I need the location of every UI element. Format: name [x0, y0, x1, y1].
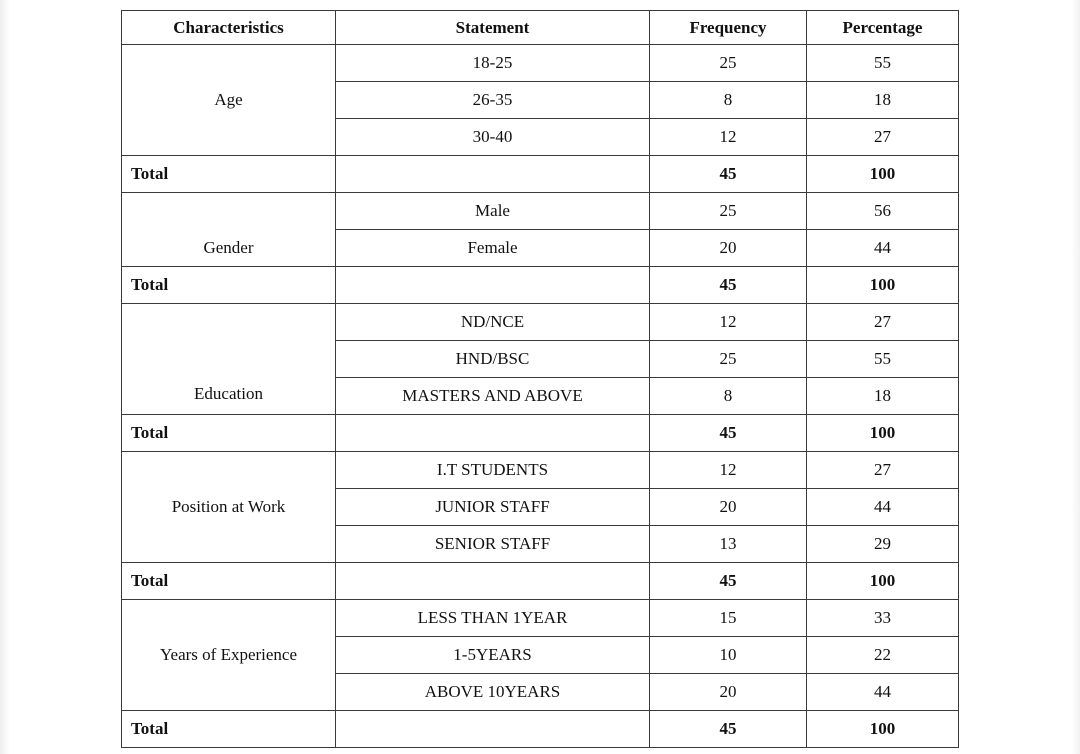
statement-cell: Male [335, 192, 650, 230]
statement-cell-empty [335, 155, 650, 193]
statement-cell: 1-5YEARS [335, 636, 650, 674]
statement-cell: 26-35 [335, 81, 650, 119]
total-label-cell: Total [121, 414, 336, 452]
characteristic-cell-gender: Gender [121, 192, 336, 267]
table-row: Age 18-25 25 55 [121, 44, 959, 156]
total-label-cell: Total [121, 266, 336, 304]
total-label-cell: Total [121, 710, 336, 748]
percentage-cell: 27 [806, 303, 959, 341]
statement-cell: JUNIOR STAFF [335, 488, 650, 526]
page-left-edge [0, 0, 10, 754]
statement-cell: 18-25 [335, 44, 650, 82]
total-percentage-cell: 100 [806, 155, 959, 193]
total-percentage-cell: 100 [806, 562, 959, 600]
percentage-cell: 33 [806, 599, 959, 637]
frequency-cell: 13 [649, 525, 807, 563]
percentage-cell: 29 [806, 525, 959, 563]
total-row: Total 45 100 [121, 155, 959, 193]
percentage-cell: 27 [806, 451, 959, 489]
frequency-cell: 15 [649, 599, 807, 637]
total-row: Total 45 100 [121, 710, 959, 748]
total-frequency-cell: 45 [649, 414, 807, 452]
total-frequency-cell: 45 [649, 266, 807, 304]
statement-cell: LESS THAN 1YEAR [335, 599, 650, 637]
percentage-cell: 44 [806, 673, 959, 711]
col-header-characteristics: Characteristics [121, 10, 336, 45]
frequency-cell: 25 [649, 340, 807, 378]
col-header-frequency: Frequency [649, 10, 807, 45]
frequency-cell: 12 [649, 303, 807, 341]
header-row: Characteristics Statement Frequency Perc… [121, 10, 959, 45]
total-row: Total 45 100 [121, 562, 959, 600]
statement-cell: SENIOR STAFF [335, 525, 650, 563]
table-row: 1-5YEARS 10 22 [122, 636, 959, 674]
characteristic-cell-position: Position at Work [121, 451, 336, 563]
frequency-cell: 25 [649, 44, 807, 82]
table-row: Years of Experience LESS THAN 1YEAR 15 3… [121, 599, 959, 711]
statement-cell: ABOVE 10YEARS [335, 673, 650, 711]
percentage-cell: 56 [806, 192, 959, 230]
total-frequency-cell: 45 [649, 562, 807, 600]
table-row: Gender Male 25 56 [121, 192, 959, 267]
table-row: 26-35 8 18 [122, 81, 959, 119]
statement-cell-empty [335, 710, 650, 748]
frequency-cell: 12 [649, 118, 807, 156]
total-row: Total 45 100 [121, 414, 959, 452]
table-row: Position at Work I.T STUDENTS 12 27 [121, 451, 959, 563]
percentage-cell: 44 [806, 488, 959, 526]
percentage-cell: 18 [806, 377, 959, 415]
statement-cell: HND/BSC [335, 340, 650, 378]
percentage-cell: 55 [806, 340, 959, 378]
percentage-cell: 44 [806, 229, 959, 267]
statement-cell: Female [335, 229, 650, 267]
demographics-table: Characteristics Statement Frequency Perc… [121, 10, 959, 748]
percentage-cell: 55 [806, 44, 959, 82]
characteristic-cell-experience: Years of Experience [121, 599, 336, 711]
total-row: Total 45 100 [121, 266, 959, 304]
statement-cell-empty [335, 414, 650, 452]
frequency-cell: 20 [649, 229, 807, 267]
col-header-statement: Statement [335, 10, 650, 45]
statement-cell-empty [335, 266, 650, 304]
statement-cell: 30-40 [335, 118, 650, 156]
frequency-cell: 10 [649, 636, 807, 674]
characteristic-cell-age: Age [121, 44, 336, 156]
frequency-cell: 8 [649, 377, 807, 415]
total-label-cell: Total [121, 562, 336, 600]
statement-cell: MASTERS AND ABOVE [335, 377, 650, 415]
total-percentage-cell: 100 [806, 710, 959, 748]
total-percentage-cell: 100 [806, 266, 959, 304]
statement-cell-empty [335, 562, 650, 600]
frequency-cell: 20 [649, 673, 807, 711]
table-row: 30-40 12 27 [122, 118, 959, 156]
percentage-cell: 27 [806, 118, 959, 156]
frequency-cell: 20 [649, 488, 807, 526]
total-frequency-cell: 45 [649, 155, 807, 193]
characteristic-cell-education: Education [121, 303, 336, 415]
table-row: JUNIOR STAFF 20 44 [122, 488, 959, 526]
frequency-cell: 25 [649, 192, 807, 230]
statement-cell: I.T STUDENTS [335, 451, 650, 489]
total-percentage-cell: 100 [806, 414, 959, 452]
statement-cell: ND/NCE [335, 303, 650, 341]
page-right-edge [1071, 0, 1080, 754]
frequency-cell: 12 [649, 451, 807, 489]
table-row: SENIOR STAFF 13 29 [122, 525, 959, 563]
total-label-cell: Total [121, 155, 336, 193]
total-frequency-cell: 45 [649, 710, 807, 748]
percentage-cell: 18 [806, 81, 959, 119]
table-row: Education ND/NCE 12 27 [121, 303, 959, 415]
col-header-percentage: Percentage [806, 10, 959, 45]
table-row: ABOVE 10YEARS 20 44 [122, 673, 959, 711]
percentage-cell: 22 [806, 636, 959, 674]
frequency-cell: 8 [649, 81, 807, 119]
